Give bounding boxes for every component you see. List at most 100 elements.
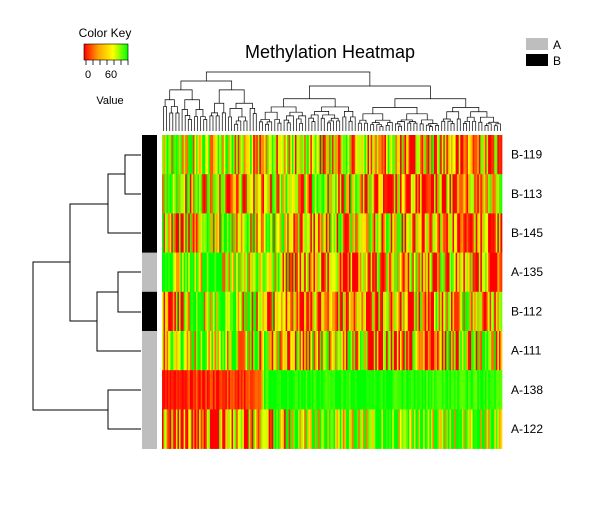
- heatmap-cell: [458, 409, 461, 449]
- heatmap-cell: [169, 135, 172, 175]
- heatmap-cell: [404, 174, 407, 214]
- heatmap-cell: [417, 370, 419, 410]
- row-label: A-111: [511, 344, 542, 358]
- heatmap-cell: [267, 213, 269, 253]
- heatmap-cell: [209, 291, 212, 332]
- heatmap-cell: [409, 213, 412, 253]
- heatmap-cell: [498, 174, 501, 214]
- heatmap-cell: [171, 252, 174, 293]
- column-dendrogram-root: [205, 71, 371, 86]
- heatmap-cell: [407, 252, 410, 293]
- heatmap-cell: [406, 291, 409, 332]
- heatmap-cell: [454, 370, 456, 410]
- heatmap-cell: [202, 135, 205, 175]
- heatmap-cell: [325, 409, 328, 449]
- heatmap-cell: [389, 409, 392, 449]
- heatmap-cell: [356, 291, 359, 332]
- heatmap-cell: [395, 331, 398, 371]
- heatmap-cell: [350, 135, 353, 175]
- heatmap-cell: [243, 370, 246, 410]
- heatmap-cell: [319, 174, 322, 214]
- heatmap-cell: [352, 370, 354, 410]
- heatmap-cell: [491, 370, 494, 410]
- heatmap-cell: [165, 135, 167, 175]
- heatmap-cell: [253, 213, 256, 253]
- column-dendrogram-branch: [200, 116, 206, 131]
- heatmap-cell: [304, 174, 307, 214]
- heatmap-cell: [398, 213, 401, 253]
- heatmap-cell: [288, 135, 291, 175]
- heatmap-cell: [285, 331, 288, 371]
- heatmap-cell: [345, 291, 348, 332]
- heatmap-cell: [451, 331, 453, 371]
- heatmap-cell: [410, 331, 413, 371]
- heatmap-cell: [333, 213, 336, 253]
- heatmap-cell: [209, 409, 212, 449]
- heatmap-cell: [247, 370, 249, 410]
- heatmap-cell: [257, 331, 260, 371]
- heatmap-cell: [396, 213, 399, 253]
- heatmap-cell: [186, 331, 189, 371]
- heatmap-cell: [489, 370, 492, 410]
- heatmap-cell: [327, 370, 330, 410]
- heatmap-cell: [404, 252, 407, 293]
- heatmap-cell: [395, 291, 398, 332]
- column-dendrogram-branch: [266, 121, 273, 131]
- heatmap-cell: [417, 252, 419, 293]
- heatmap-cell: [315, 291, 317, 332]
- heatmap-cell: [282, 213, 285, 253]
- column-dendrogram-branch: [480, 116, 494, 123]
- group-color-bar: [142, 135, 157, 449]
- heatmap-cell: [168, 409, 171, 449]
- heatmap-cell: [406, 370, 409, 410]
- heatmap-cell: [478, 135, 481, 175]
- heatmap-cell: [444, 331, 447, 371]
- heatmap-cell: [434, 174, 436, 214]
- heatmap-cell: [177, 213, 180, 253]
- column-dendrogram-branch: [181, 109, 188, 131]
- heatmap-cell: [247, 213, 249, 253]
- heatmap-cell: [444, 291, 447, 332]
- heatmap-cell: [327, 331, 330, 371]
- heatmap-cell: [186, 135, 189, 175]
- heatmap-cell: [186, 409, 189, 449]
- heatmap-cell: [342, 409, 345, 449]
- heatmap-cell: [355, 331, 358, 371]
- heatmap-cell: [366, 135, 368, 175]
- heatmap-cell: [378, 370, 381, 410]
- heatmap-cell: [447, 370, 450, 410]
- column-dendrogram-branch: [398, 125, 402, 131]
- heatmap-cell: [318, 174, 320, 214]
- heatmap-cell: [497, 291, 500, 332]
- column-dendrogram-branch: [170, 106, 178, 113]
- heatmap-cell: [457, 291, 460, 332]
- heatmap-cell: [447, 291, 450, 332]
- heatmap-cell: [203, 252, 206, 293]
- heatmap-cell: [460, 135, 463, 175]
- heatmap-cell: [418, 291, 421, 332]
- heatmap-cell: [375, 409, 378, 449]
- heatmap-cell: [291, 174, 294, 214]
- heatmap-cell: [165, 331, 167, 371]
- heatmap-cell: [335, 409, 337, 449]
- heatmap-cell: [270, 174, 273, 214]
- heatmap-cell: [242, 291, 245, 332]
- heatmap-cell: [311, 291, 314, 332]
- heatmap-cell: [420, 213, 422, 253]
- heatmap-cell: [401, 409, 404, 449]
- heatmap-cell: [332, 291, 334, 332]
- heatmap-cell: [282, 370, 285, 410]
- heatmap-cell: [313, 331, 316, 371]
- heatmap-cell: [358, 213, 361, 253]
- column-dendrogram-branch: [320, 117, 325, 131]
- heatmap-cell: [211, 213, 214, 253]
- heatmap-cell: [491, 135, 494, 175]
- heatmap-cell: [400, 409, 402, 449]
- column-dendrogram-branch: [184, 99, 200, 110]
- heatmap-cell: [373, 409, 376, 449]
- heatmap-cell: [483, 370, 486, 410]
- heatmap-cell: [294, 135, 297, 175]
- column-dendrogram-branch: [308, 117, 314, 131]
- heatmap-cell: [264, 213, 266, 253]
- heatmap-cell: [497, 252, 500, 293]
